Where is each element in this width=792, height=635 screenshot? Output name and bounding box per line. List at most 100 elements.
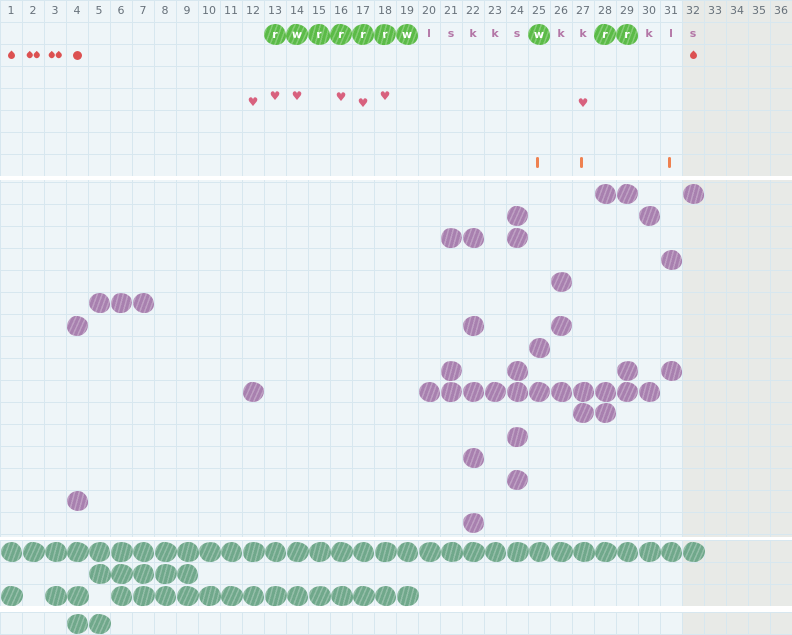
symptom-blob[interactable] (219, 585, 243, 607)
day-header-cell[interactable]: 36 (774, 4, 788, 17)
sex-heart-icon[interactable]: ♥ (247, 95, 259, 109)
symptom-blob[interactable] (549, 541, 573, 563)
symptom-blob[interactable] (43, 541, 67, 563)
symptom-blob[interactable] (373, 541, 397, 563)
day-header-cell[interactable]: 7 (139, 4, 147, 17)
symptom-blob[interactable] (528, 542, 550, 562)
bleeding-entry[interactable] (66, 44, 88, 66)
temperature-blob[interactable] (463, 382, 484, 402)
day-header-cell[interactable]: 15 (312, 4, 326, 17)
day-header-cell[interactable]: 33 (708, 4, 722, 17)
symptom-blob[interactable] (395, 585, 419, 607)
symptom-blob[interactable] (220, 542, 242, 562)
day-header-cell[interactable]: 11 (224, 4, 238, 17)
day-header-cell[interactable]: 23 (488, 4, 502, 17)
sex-heart-icon[interactable]: ♥ (291, 89, 303, 103)
day-header-cell[interactable]: 25 (532, 4, 546, 17)
sex-heart-icon[interactable]: ♥ (335, 90, 347, 104)
day-header-cell[interactable]: 10 (202, 4, 216, 17)
sex-heart-icon[interactable]: ♥ (577, 96, 589, 110)
symptom-blob[interactable] (660, 542, 682, 562)
temperature-blob[interactable] (463, 448, 484, 468)
symptom-blob[interactable] (153, 541, 177, 563)
entry-letter-blob[interactable]: w (528, 24, 550, 45)
entry-letter[interactable]: s (689, 27, 697, 40)
symptom-blob[interactable] (329, 585, 353, 607)
entry-letter-blob[interactable]: w (396, 24, 418, 45)
day-header-cell[interactable]: 34 (730, 4, 744, 17)
note-tick[interactable] (668, 157, 671, 168)
sex-heart-icon[interactable]: ♥ (379, 89, 391, 103)
symptom-blob[interactable] (616, 542, 638, 562)
entry-letter[interactable]: k (469, 27, 477, 40)
entry-letter[interactable]: k (645, 27, 653, 40)
symptom-blob[interactable] (593, 541, 617, 563)
day-header-cell[interactable]: 8 (161, 4, 169, 17)
symptom-blob[interactable] (396, 542, 418, 562)
sex-heart-icon[interactable]: ♥ (357, 96, 369, 110)
symptom-blob[interactable] (242, 586, 264, 606)
symptom-blob[interactable] (505, 541, 529, 563)
symptom-blob[interactable] (176, 564, 198, 584)
day-header-cell[interactable]: 17 (356, 4, 370, 17)
day-header-cell[interactable]: 6 (117, 4, 125, 17)
day-header-cell[interactable]: 13 (268, 4, 282, 17)
day-header-cell[interactable]: 35 (752, 4, 766, 17)
symptom-blob[interactable] (374, 586, 396, 606)
symptom-blob[interactable] (87, 563, 111, 585)
entry-letter[interactable]: k (557, 27, 565, 40)
temperature-blob[interactable] (133, 293, 154, 313)
entry-letter-blob[interactable]: r (264, 24, 286, 45)
symptom-blob[interactable] (417, 541, 441, 563)
symptom-blob[interactable] (21, 541, 45, 563)
day-header-cell[interactable]: 3 (51, 4, 59, 17)
symptom-blob[interactable] (263, 585, 287, 607)
entry-letter-blob[interactable]: r (616, 24, 638, 45)
temperature-blob[interactable] (463, 228, 484, 248)
temperature-blob[interactable] (595, 382, 616, 402)
symptom-blob[interactable] (175, 541, 199, 563)
temperature-blob[interactable] (551, 382, 572, 402)
symptom-blob[interactable] (132, 542, 154, 562)
temperature-blob[interactable] (89, 293, 110, 313)
symptom-blob[interactable] (307, 541, 331, 563)
day-header-cell[interactable]: 24 (510, 4, 524, 17)
symptom-blob[interactable] (153, 563, 177, 585)
note-tick[interactable] (536, 157, 539, 168)
symptom-blob[interactable] (637, 541, 661, 563)
symptom-blob[interactable] (66, 614, 88, 634)
symptom-blob[interactable] (65, 585, 89, 607)
day-header-cell[interactable]: 31 (664, 4, 678, 17)
symptom-blob[interactable] (0, 542, 22, 562)
symptom-blob[interactable] (197, 541, 221, 563)
symptom-blob[interactable] (352, 542, 374, 562)
day-header-cell[interactable]: 27 (576, 4, 590, 17)
day-header-cell[interactable]: 5 (95, 4, 103, 17)
temperature-blob[interactable] (507, 361, 528, 381)
day-header-cell[interactable]: 30 (642, 4, 656, 17)
entry-letter[interactable]: l (669, 27, 673, 40)
day-header-cell[interactable]: 14 (290, 4, 304, 17)
symptom-blob[interactable] (65, 541, 89, 563)
day-header-cell[interactable]: 28 (598, 4, 612, 17)
symptom-blob[interactable] (109, 541, 133, 563)
symptom-blob[interactable] (329, 541, 353, 563)
temperature-blob[interactable] (595, 184, 616, 204)
symptom-blob[interactable] (285, 541, 309, 563)
day-header-cell[interactable]: 29 (620, 4, 634, 17)
symptom-blob[interactable] (175, 585, 199, 607)
symptom-blob[interactable] (241, 541, 265, 563)
symptom-blob[interactable] (132, 564, 154, 584)
temperature-blob[interactable] (595, 403, 616, 423)
day-header-cell[interactable]: 19 (400, 4, 414, 17)
day-header-cell[interactable]: 9 (183, 4, 191, 17)
day-header-cell[interactable]: 32 (686, 4, 700, 17)
entry-letter[interactable]: k (579, 27, 587, 40)
entry-letter[interactable]: s (447, 27, 455, 40)
day-header-cell[interactable]: 26 (554, 4, 568, 17)
symptom-blob[interactable] (88, 542, 110, 562)
day-header-cell[interactable]: 2 (29, 4, 37, 17)
symptom-blob[interactable] (109, 563, 133, 585)
symptom-blob[interactable] (131, 585, 155, 607)
day-header-cell[interactable]: 1 (7, 4, 15, 17)
